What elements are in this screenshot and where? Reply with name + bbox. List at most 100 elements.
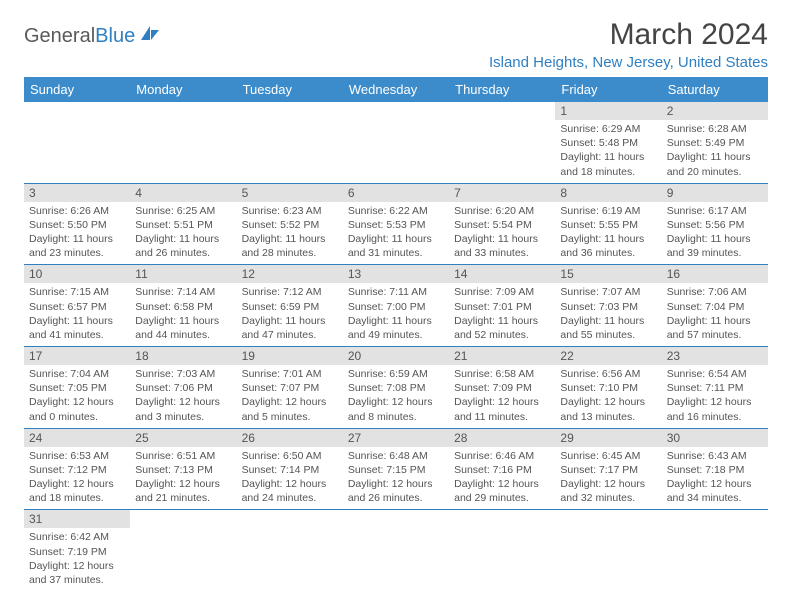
sunrise: Sunrise: 6:22 AM [348,204,444,218]
day-number: 8 [555,184,661,202]
day-details: Sunrise: 6:23 AMSunset: 5:52 PMDaylight:… [237,202,343,265]
calendar-cell: 29Sunrise: 6:45 AMSunset: 7:17 PMDayligh… [555,428,661,510]
sunset: Sunset: 7:12 PM [29,463,125,477]
sail-icon [139,24,161,48]
sunset: Sunset: 7:07 PM [242,381,338,395]
day-details: Sunrise: 6:51 AMSunset: 7:13 PMDaylight:… [130,447,236,510]
calendar-week: 17Sunrise: 7:04 AMSunset: 7:05 PMDayligh… [24,347,768,429]
day-number: 6 [343,184,449,202]
sunrise: Sunrise: 7:04 AM [29,367,125,381]
sunrise: Sunrise: 6:56 AM [560,367,656,381]
calendar-cell: 2Sunrise: 6:28 AMSunset: 5:49 PMDaylight… [662,102,768,183]
day-details: Sunrise: 6:20 AMSunset: 5:54 PMDaylight:… [449,202,555,265]
sunrise: Sunrise: 6:20 AM [454,204,550,218]
sunrise: Sunrise: 7:06 AM [667,285,763,299]
day-details: Sunrise: 6:19 AMSunset: 5:55 PMDaylight:… [555,202,661,265]
sunrise: Sunrise: 6:45 AM [560,449,656,463]
calendar-head: SundayMondayTuesdayWednesdayThursdayFrid… [24,77,768,102]
daylight: Daylight: 12 hours and 16 minutes. [667,395,763,423]
daylight: Daylight: 11 hours and 57 minutes. [667,314,763,342]
calendar-cell: 22Sunrise: 6:56 AMSunset: 7:10 PMDayligh… [555,347,661,429]
sunrise: Sunrise: 7:11 AM [348,285,444,299]
sunset: Sunset: 5:53 PM [348,218,444,232]
day-number: 25 [130,429,236,447]
sunrise: Sunrise: 6:54 AM [667,367,763,381]
weekday-header: Sunday [24,77,130,102]
calendar-cell: 10 Sunrise: 7:15 AMSunset: 6:57 PMDayligh… [24,265,130,347]
sunset: Sunset: 7:09 PM [454,381,550,395]
daylight: Daylight: 12 hours and 3 minutes. [135,395,231,423]
calendar-cell: 4Sunrise: 6:25 AMSunset: 5:51 PMDaylight… [130,183,236,265]
day-number: 1 [555,102,661,120]
sunset: Sunset: 7:15 PM [348,463,444,477]
sunrise: Sunrise: 6:28 AM [667,122,763,136]
calendar-cell: 9Sunrise: 6:17 AMSunset: 5:56 PMDaylight… [662,183,768,265]
daylight: Daylight: 11 hours and 55 minutes. [560,314,656,342]
weekday-header: Saturday [662,77,768,102]
calendar-cell [555,510,661,591]
sunrise: Sunrise: 7:07 AM [560,285,656,299]
calendar-week: 31Sunrise: 6:42 AMSunset: 7:19 PMDayligh… [24,510,768,591]
day-details: Sunrise: 6:50 AMSunset: 7:14 PMDaylight:… [237,447,343,510]
sunrise: Sunrise: 6:48 AM [348,449,444,463]
sunset: Sunset: 7:01 PM [454,300,550,314]
daylight: Daylight: 11 hours and 49 minutes. [348,314,444,342]
calendar-cell: 18Sunrise: 7:03 AMSunset: 7:06 PMDayligh… [130,347,236,429]
daylight: Daylight: 11 hours and 41 minutes. [29,314,125,342]
sunrise: Sunrise: 6:50 AM [242,449,338,463]
sunset: Sunset: 6:59 PM [242,300,338,314]
day-number: 23 [662,347,768,365]
calendar: SundayMondayTuesdayWednesdayThursdayFrid… [24,77,768,591]
calendar-cell [130,102,236,183]
sunset: Sunset: 7:16 PM [454,463,550,477]
daylight: Daylight: 11 hours and 44 minutes. [135,314,231,342]
day-number: 19 [237,347,343,365]
sunrise: Sunrise: 6:53 AM [29,449,125,463]
calendar-cell: 24 Sunrise: 6:53 AMSunset: 7:12 PMDayligh… [24,428,130,510]
day-number: 28 [449,429,555,447]
day-number: 10 [24,265,130,283]
sunrise: Sunrise: 6:42 AM [29,530,125,544]
day-number: 17 [24,347,130,365]
sunset: Sunset: 7:00 PM [348,300,444,314]
calendar-cell: 12Sunrise: 7:12 AMSunset: 6:59 PMDayligh… [237,265,343,347]
calendar-cell: 28 Sunrise: 6:46 AMSunset: 7:16 PMDayligh… [449,428,555,510]
day-number: 24 [24,429,130,447]
sunrise: Sunrise: 6:46 AM [454,449,550,463]
sunrise: Sunrise: 6:58 AM [454,367,550,381]
day-number: 3 [24,184,130,202]
sunset: Sunset: 7:10 PM [560,381,656,395]
calendar-cell: 30Sunrise: 6:43 AMSunset: 7:18 PMDayligh… [662,428,768,510]
sunset: Sunset: 6:57 PM [29,300,125,314]
day-details: Sunrise: 6:59 AMSunset: 7:08 PMDaylight:… [343,365,449,428]
day-details: Sunrise: 6:43 AMSunset: 7:18 PMDaylight:… [662,447,768,510]
day-number: 26 [237,429,343,447]
month-title: March 2024 [489,18,768,52]
daylight: Daylight: 12 hours and 26 minutes. [348,477,444,505]
daylight: Daylight: 12 hours and 37 minutes. [29,559,125,587]
day-number: 16 [662,265,768,283]
sunset: Sunset: 5:50 PM [29,218,125,232]
calendar-cell: 7Sunrise: 6:20 AMSunset: 5:54 PMDaylight… [449,183,555,265]
calendar-cell [449,510,555,591]
sunrise: Sunrise: 7:09 AM [454,285,550,299]
day-details: Sunrise: 7:01 AMSunset: 7:07 PMDaylight:… [237,365,343,428]
day-details: Sunrise: 6:54 AMSunset: 7:11 PMDaylight:… [662,365,768,428]
day-number: 30 [662,429,768,447]
sunset: Sunset: 5:56 PM [667,218,763,232]
sunset: Sunset: 5:49 PM [667,136,763,150]
day-number: 5 [237,184,343,202]
daylight: Daylight: 11 hours and 18 minutes. [560,150,656,178]
day-details: Sunrise: 6:56 AMSunset: 7:10 PMDaylight:… [555,365,661,428]
sunrise: Sunrise: 7:15 AM [29,285,125,299]
day-number: 4 [130,184,236,202]
daylight: Daylight: 11 hours and 23 minutes. [29,232,125,260]
daylight: Daylight: 12 hours and 29 minutes. [454,477,550,505]
calendar-cell: 1Sunrise: 6:29 AMSunset: 5:48 PMDaylight… [555,102,661,183]
daylight: Daylight: 12 hours and 21 minutes. [135,477,231,505]
calendar-cell: 14Sunrise: 7:09 AMSunset: 7:01 PMDayligh… [449,265,555,347]
calendar-cell [237,510,343,591]
daylight: Daylight: 12 hours and 18 minutes. [29,477,125,505]
weekday-header: Monday [130,77,236,102]
sunset: Sunset: 7:19 PM [29,545,125,559]
